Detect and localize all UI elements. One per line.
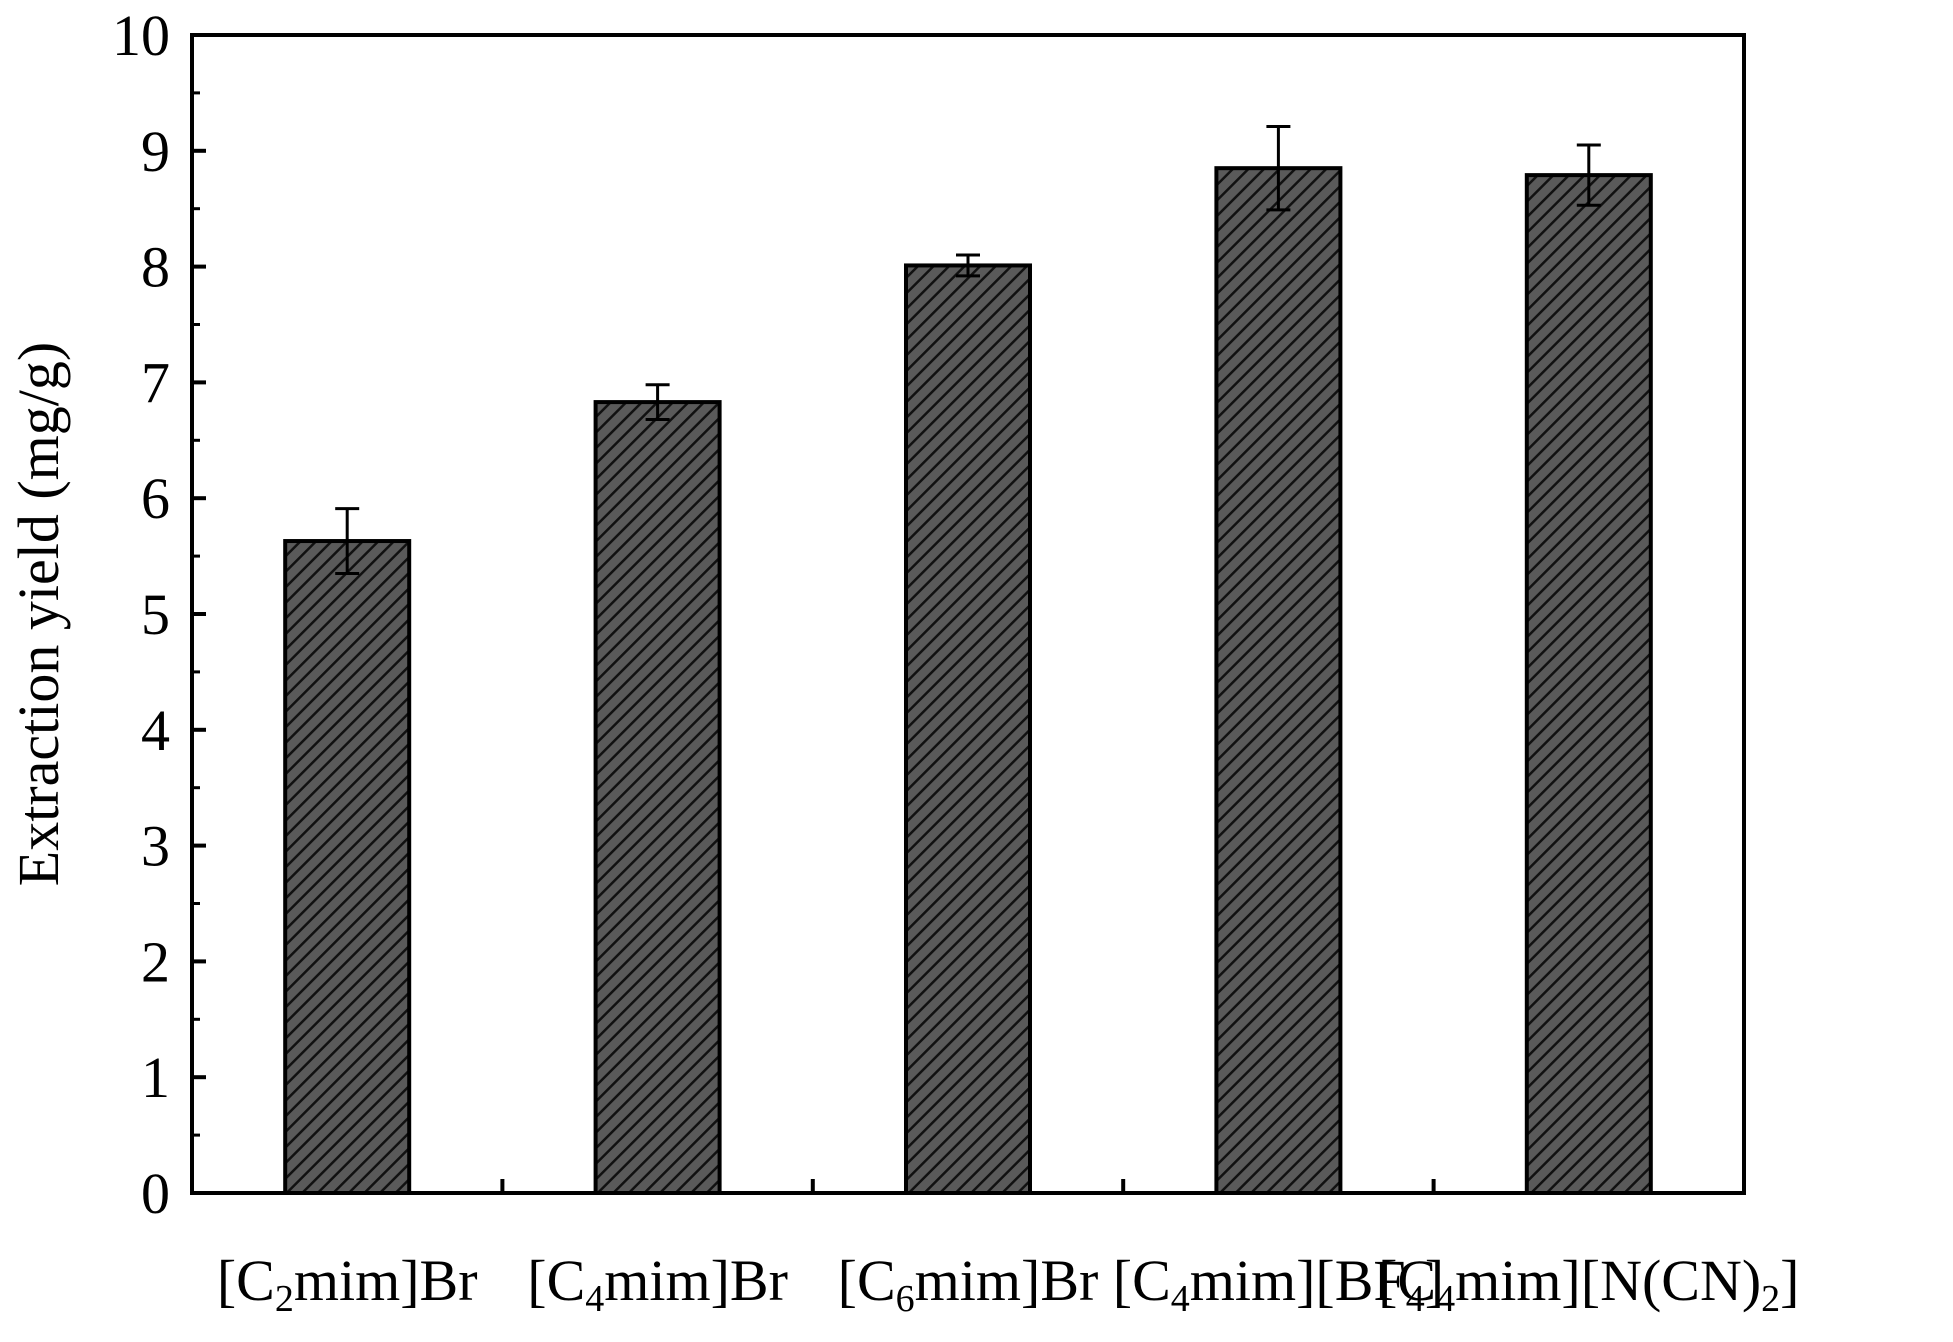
y-axis-title: Extraction yield (mg/g) [6,342,71,886]
y-tick-label: 8 [141,235,170,300]
y-tick-label: 5 [141,582,170,647]
y-tick-label: 10 [112,3,170,68]
y-tick-label: 0 [141,1161,170,1226]
bar [1524,173,1653,1196]
bar [593,400,722,1195]
y-tick-label: 4 [141,698,170,763]
x-tick-label: [C4mim][N(CN)2] [1378,1248,1799,1320]
y-tick-label: 2 [141,929,170,994]
bar [283,539,412,1195]
y-tick-label: 6 [141,466,170,531]
y-tick-label: 3 [141,814,170,879]
bar [1214,166,1343,1195]
y-tick-label: 1 [141,1045,170,1110]
x-tick-label: [C6mim]Br [838,1248,1099,1320]
x-tick-label: [C4mim]Br [527,1248,788,1320]
x-tick-label: [C2mim]Br [217,1248,478,1320]
x-tick-label: [C4mim][BF4] [1113,1248,1444,1320]
bar [904,263,1032,1195]
y-tick-label: 9 [141,119,170,184]
y-tick-label: 7 [141,350,170,415]
